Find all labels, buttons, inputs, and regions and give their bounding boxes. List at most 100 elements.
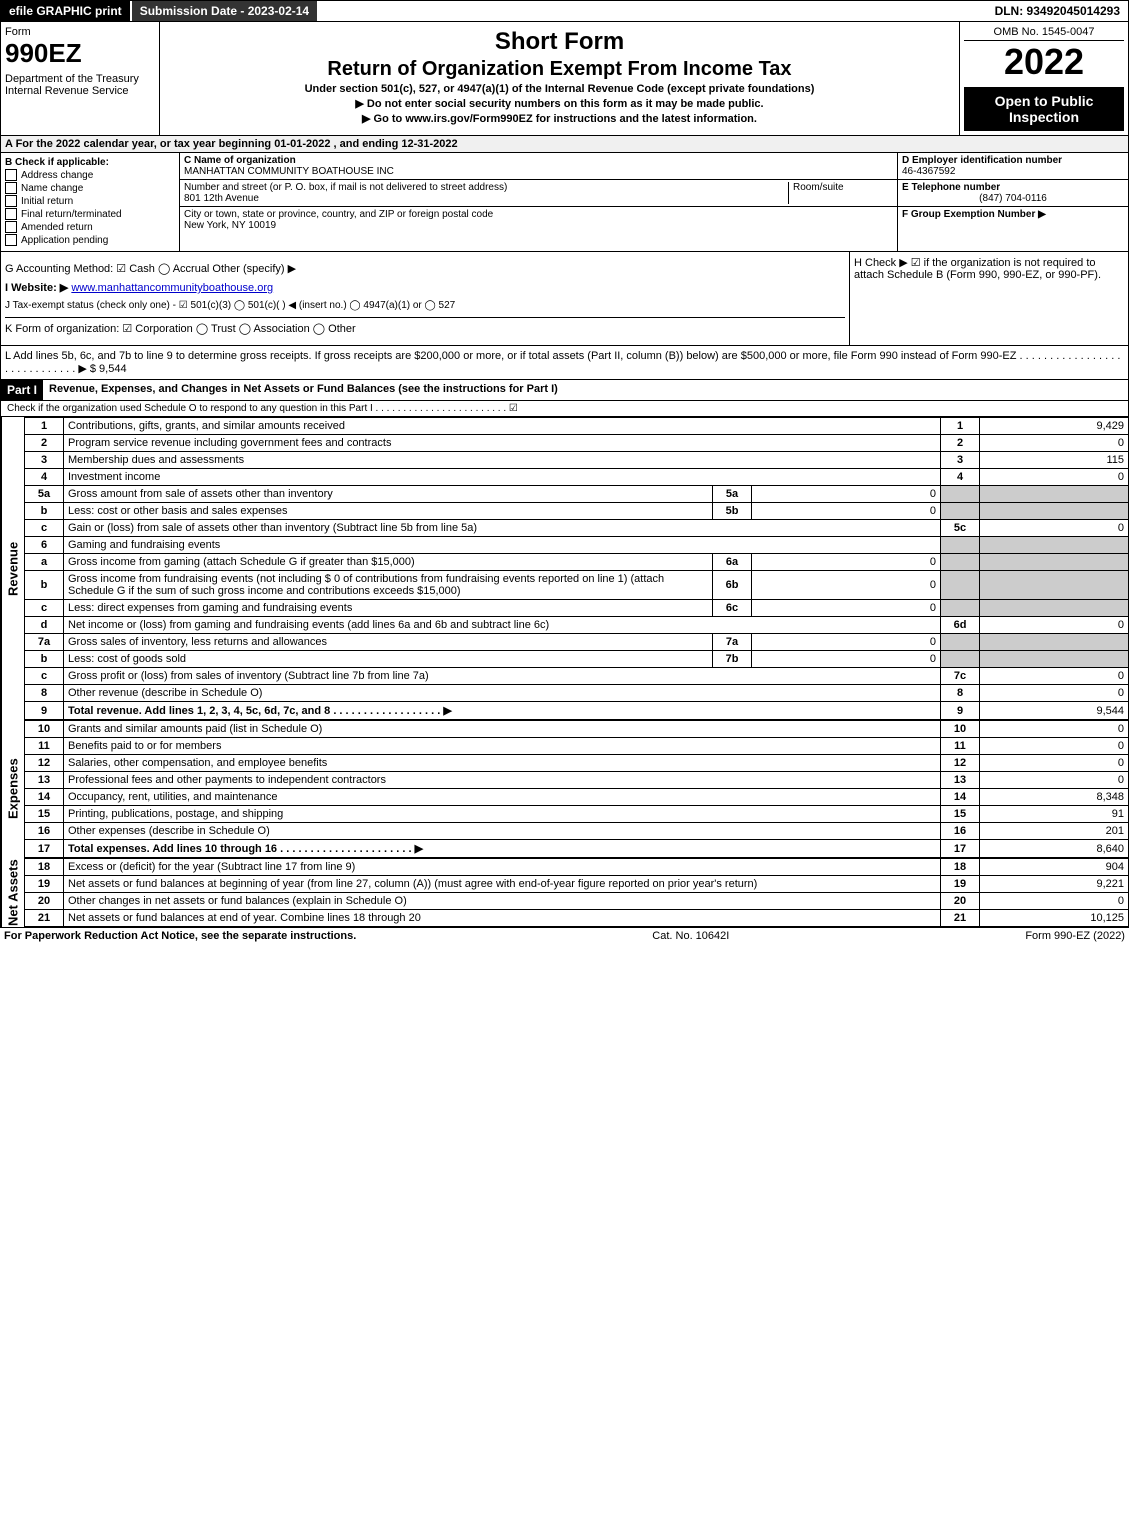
line-5c-value: 0 [980,520,1129,537]
line-7a-value: 0 [752,634,941,651]
page-footer: For Paperwork Reduction Act Notice, see … [0,927,1129,944]
line-8-value: 0 [980,685,1129,702]
checkbox-application-pending[interactable] [5,234,17,246]
city-label: City or town, state or province, country… [184,209,893,220]
net-assets-section: Net Assets 18Excess or (deficit) for the… [0,858,1129,927]
section-c-org-name-address: C Name of organization MANHATTAN COMMUNI… [180,153,898,251]
checkbox-initial-return[interactable] [5,195,17,207]
form-number: 990EZ [5,38,155,69]
phone-value: (847) 704-0116 [902,193,1124,204]
section-h-schedule-b: H Check ▶ ☑ if the organization is not r… [850,252,1128,345]
checkbox-name-change[interactable] [5,182,17,194]
form-version: Form 990-EZ (2022) [1025,930,1125,942]
paperwork-notice: For Paperwork Reduction Act Notice, see … [4,930,356,942]
label-application-pending: Application pending [21,235,108,246]
line-2-value: 0 [980,435,1129,452]
line-15-value: 91 [980,806,1129,823]
line-15: 15Printing, publications, postage, and s… [25,806,1129,823]
line-19: 19Net assets or fund balances at beginni… [25,876,1129,893]
line-18-value: 904 [980,859,1129,876]
form-header: Form 990EZ Department of the Treasury In… [0,22,1129,136]
line-1-value: 9,429 [980,418,1129,435]
top-bar: efile GRAPHIC print Submission Date - 20… [0,0,1129,22]
line-6a-value: 0 [752,554,941,571]
irs-link-line: ▶ Go to www.irs.gov/Form990EZ for instru… [164,112,955,125]
section-k-form-of-org: K Form of organization: ☑ Corporation ◯ … [5,317,845,335]
line-7b-value: 0 [752,651,941,668]
line-9-value: 9,544 [980,702,1129,720]
section-b-title: B Check if applicable: [5,157,175,168]
line-6a: aGross income from gaming (attach Schedu… [25,554,1129,571]
checkbox-final-return[interactable] [5,208,17,220]
catalog-number: Cat. No. 10642I [652,930,729,942]
section-g-through-k: G Accounting Method: ☑ Cash ◯ Accrual Ot… [0,252,1129,346]
dln-label: DLN: 93492045014293 [987,1,1128,21]
line-5a: 5aGross amount from sale of assets other… [25,486,1129,503]
tax-year: 2022 [964,41,1124,83]
ein-value: 46-4367592 [902,166,1124,177]
line-14-value: 8,348 [980,789,1129,806]
room-suite-label: Room/suite [788,182,893,204]
line-7c-value: 0 [980,668,1129,685]
line-13: 13Professional fees and other payments t… [25,772,1129,789]
net-assets-sidebar-label: Net Assets [1,858,24,927]
efile-print-button[interactable]: efile GRAPHIC print [1,1,132,21]
open-to-public-badge: Open to Public Inspection [964,87,1124,131]
part-i-label: Part I [1,380,43,400]
line-17-value: 8,640 [980,840,1129,858]
line-14: 14Occupancy, rent, utilities, and mainte… [25,789,1129,806]
line-5b: bLess: cost or other basis and sales exp… [25,503,1129,520]
line-7a: 7aGross sales of inventory, less returns… [25,634,1129,651]
revenue-section: Revenue 1Contributions, gifts, grants, a… [0,417,1129,720]
line-2: 2Program service revenue including gover… [25,435,1129,452]
line-11: 11Benefits paid to or for members110 [25,738,1129,755]
section-i-website: I Website: ▶ www.manhattancommunityboath… [5,281,845,294]
submission-date-label: Submission Date - 2023-02-14 [132,1,319,21]
phone-label: E Telephone number [902,182,1124,193]
revenue-table: 1Contributions, gifts, grants, and simil… [24,417,1129,720]
line-20: 20Other changes in net assets or fund ba… [25,893,1129,910]
street-label: Number and street (or P. O. box, if mail… [184,182,788,193]
line-6c-value: 0 [752,600,941,617]
form-label: Form [5,26,155,38]
website-link[interactable]: www.manhattancommunityboathouse.org [71,282,273,294]
line-6d: dNet income or (loss) from gaming and fu… [25,617,1129,634]
line-10: 10Grants and similar amounts paid (list … [25,721,1129,738]
section-g-accounting: G Accounting Method: ☑ Cash ◯ Accrual Ot… [5,262,845,275]
section-l-gross-receipts: L Add lines 5b, 6c, and 7b to line 9 to … [0,346,1129,380]
line-6b-value: 0 [752,571,941,600]
city-value: New York, NY 10019 [184,220,893,231]
line-3-value: 115 [980,452,1129,469]
part-i-check-o-text: Check if the organization used Schedule … [1,401,1128,416]
checkbox-address-change[interactable] [5,169,17,181]
label-final-return: Final return/terminated [21,209,122,220]
checkbox-amended-return[interactable] [5,221,17,233]
section-a-tax-year: A For the 2022 calendar year, or tax yea… [0,136,1129,153]
expenses-table: 10Grants and similar amounts paid (list … [24,720,1129,858]
expenses-sidebar-label: Expenses [1,720,24,858]
org-info-block: B Check if applicable: Address change Na… [0,153,1129,252]
dept-label: Department of the Treasury Internal Reve… [5,73,155,97]
section-l-text: L Add lines 5b, 6c, and 7b to line 9 to … [5,350,1120,375]
line-6: 6Gaming and fundraising events [25,537,1129,554]
ssn-warning: ▶ Do not enter social security numbers o… [164,97,955,110]
line-16-value: 201 [980,823,1129,840]
section-b-checkboxes: B Check if applicable: Address change Na… [1,153,180,251]
line-4-value: 0 [980,469,1129,486]
omb-number: OMB No. 1545-0047 [964,26,1124,41]
line-12-value: 0 [980,755,1129,772]
short-form-title: Short Form [164,28,955,56]
line-6c: cLess: direct expenses from gaming and f… [25,600,1129,617]
line-17: 17Total expenses. Add lines 10 through 1… [25,840,1129,858]
section-l-value: 9,544 [99,363,127,375]
net-assets-table: 18Excess or (deficit) for the year (Subt… [24,858,1129,927]
line-7b: bLess: cost of goods sold7b0 [25,651,1129,668]
line-6b: bGross income from fundraising events (n… [25,571,1129,600]
label-amended-return: Amended return [21,222,93,233]
main-title: Return of Organization Exempt From Incom… [164,58,955,81]
line-3: 3Membership dues and assessments3115 [25,452,1129,469]
street-value: 801 12th Avenue [184,193,788,204]
line-19-value: 9,221 [980,876,1129,893]
website-label: I Website: ▶ [5,282,68,294]
group-exemption-label: F Group Exemption Number ▶ [902,209,1124,220]
